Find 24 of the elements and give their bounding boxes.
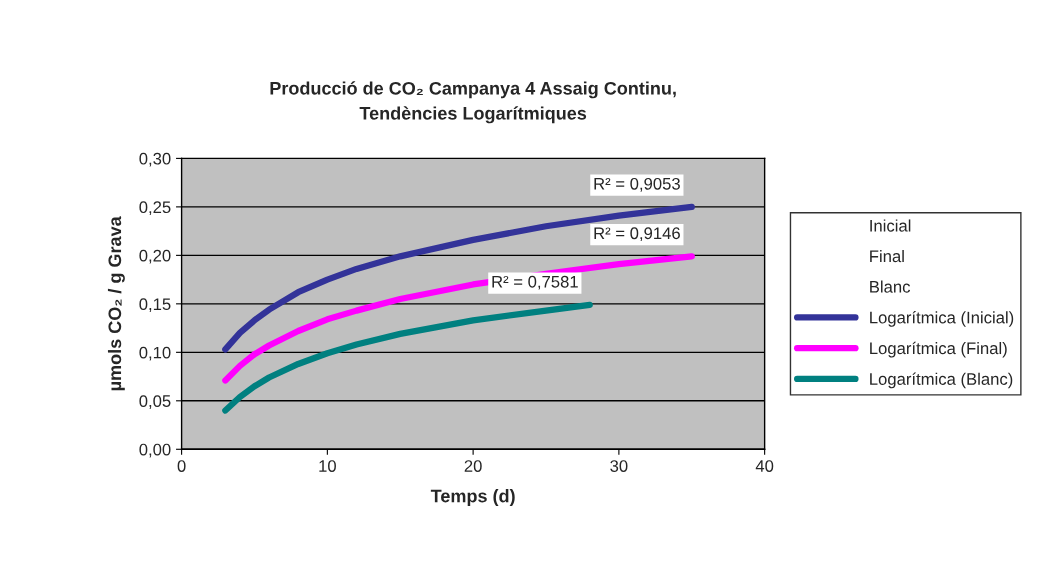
y-tick-label: 0,10 [139,346,171,361]
legend-label: Logarítmica (Final) [870,341,1007,358]
y-tick-label: 0,25 [139,201,171,216]
x-tick-label: 20 [464,460,482,472]
annotation: R² = 0,9146 [594,227,680,242]
y-tick-label: 0,20 [139,249,171,264]
x-tick-label: 30 [610,460,628,472]
y-axis-title: µmols CO₂ / g Grava [107,216,125,391]
legend-label: Logarítmica (Inicial) [870,311,1014,327]
y-tick-label: 0,15 [139,298,171,313]
chart-title: Producció de CO₂ Campanya 4 Assaig Continu, Tendències Logarítmiques [270,81,676,124]
x-tick-label: 10 [319,460,336,472]
y-tick-label: 0,05 [139,395,171,409]
legend-label: Logarítmica (Blanc) [870,372,1013,389]
annotation: R² = 0,9053 [594,177,680,192]
y-tick-label: 0,00 [139,443,171,458]
x-tick-label: 0 [177,460,186,472]
y-tick-label: 0,30 [139,152,171,167]
annotation: R² = 0,7581 [492,275,578,290]
x-tick-label: 40 [755,460,774,472]
text: Blanc [870,280,911,293]
text: Inicial [870,219,911,232]
text: Final [870,249,904,263]
x-axis-title: Temps (d) [430,489,515,506]
